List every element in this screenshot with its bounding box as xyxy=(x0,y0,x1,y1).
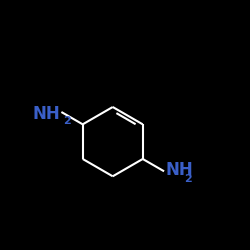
Text: NH: NH xyxy=(32,104,60,122)
Text: 2: 2 xyxy=(63,116,71,126)
Text: NH: NH xyxy=(166,161,193,179)
Text: 2: 2 xyxy=(184,174,192,184)
